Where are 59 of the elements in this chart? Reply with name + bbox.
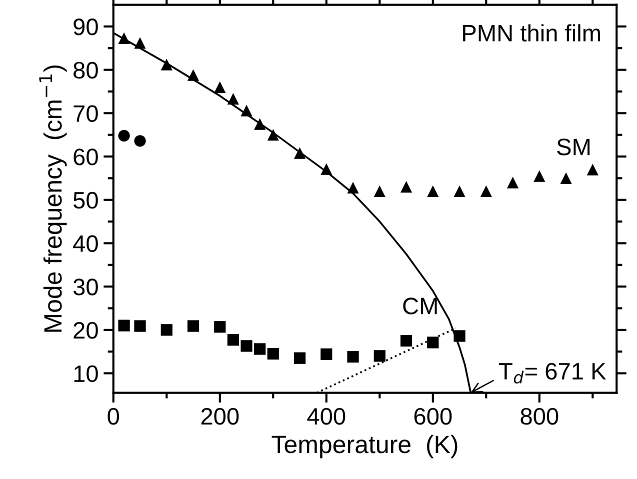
point	[240, 340, 252, 352]
point	[187, 69, 200, 81]
point	[118, 320, 130, 332]
point	[118, 130, 130, 142]
point	[118, 32, 130, 44]
point	[294, 147, 306, 159]
point	[227, 93, 240, 105]
point	[480, 185, 492, 198]
point	[294, 352, 306, 364]
point	[254, 343, 266, 355]
point	[374, 185, 386, 198]
y-tick-label: 70	[74, 105, 98, 122]
point	[254, 118, 266, 130]
point	[320, 163, 332, 175]
annotation: T$_{d}$= 671 K	[499, 362, 606, 384]
x-tick-label: 800	[520, 408, 558, 425]
x-tick-label: 200	[201, 408, 239, 425]
x-tick-label: 400	[307, 408, 346, 425]
point	[160, 324, 172, 336]
point	[134, 37, 146, 49]
point	[214, 321, 226, 333]
annotation: CM	[403, 298, 437, 314]
y-axis-title: Mode frequency (cm$^{−1}$)	[39, 65, 67, 332]
point	[187, 320, 200, 332]
point	[320, 348, 332, 360]
point	[267, 129, 279, 141]
x-tick-label: 0	[108, 408, 120, 425]
point	[560, 172, 572, 184]
point	[506, 176, 519, 188]
x-axis-title: Temperature (K)	[272, 434, 458, 458]
point	[160, 58, 172, 70]
point	[347, 182, 359, 194]
x-tick-label: 600	[414, 408, 452, 425]
y-tick-label: 40	[73, 235, 98, 252]
y-tick-label: 90	[74, 18, 98, 36]
y-tick-label: 30	[73, 278, 98, 296]
point	[400, 181, 412, 193]
point	[134, 320, 146, 332]
point	[454, 185, 466, 198]
y-tick-label: 10	[74, 365, 98, 382]
point	[214, 81, 226, 93]
y-tick-label: 50	[73, 192, 98, 209]
point	[534, 170, 546, 182]
point	[240, 104, 252, 116]
annotation: SM	[557, 138, 590, 156]
point	[400, 334, 412, 347]
y-tick-label: 60	[74, 148, 98, 166]
point	[454, 330, 466, 342]
point	[374, 350, 386, 362]
annotation: PMN thin film	[463, 24, 600, 42]
point	[427, 336, 439, 348]
point	[227, 334, 240, 346]
point	[267, 348, 279, 360]
point	[427, 185, 439, 198]
point	[586, 164, 598, 176]
y-tick-label: 80	[74, 62, 98, 79]
point	[347, 350, 359, 363]
point	[134, 135, 146, 147]
y-tick-label: 20	[74, 322, 98, 339]
